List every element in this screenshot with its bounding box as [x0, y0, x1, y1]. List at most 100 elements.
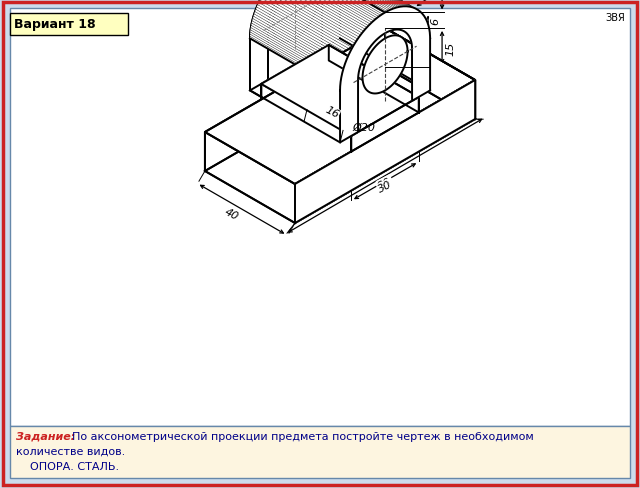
- Polygon shape: [316, 0, 408, 7]
- Polygon shape: [250, 33, 340, 87]
- Polygon shape: [282, 0, 374, 23]
- Polygon shape: [339, 0, 429, 28]
- Polygon shape: [334, 0, 425, 19]
- Polygon shape: [332, 0, 422, 15]
- Polygon shape: [313, 0, 405, 7]
- Polygon shape: [336, 0, 427, 21]
- Polygon shape: [330, 0, 421, 14]
- Polygon shape: [385, 29, 475, 120]
- Polygon shape: [285, 0, 377, 20]
- Polygon shape: [329, 0, 420, 13]
- Polygon shape: [255, 10, 346, 64]
- Polygon shape: [205, 29, 475, 184]
- Polygon shape: [385, 29, 475, 120]
- Polygon shape: [284, 0, 375, 22]
- Polygon shape: [280, 0, 372, 25]
- Polygon shape: [339, 0, 429, 30]
- Polygon shape: [305, 0, 397, 9]
- Polygon shape: [261, 85, 351, 152]
- Text: количестве видов.: количестве видов.: [16, 446, 125, 456]
- Polygon shape: [252, 22, 342, 76]
- Text: 40: 40: [223, 206, 241, 222]
- Polygon shape: [251, 26, 341, 81]
- Polygon shape: [272, 0, 364, 34]
- Text: 15: 15: [445, 41, 455, 56]
- Text: 16: 16: [323, 105, 340, 121]
- Polygon shape: [261, 0, 352, 51]
- Polygon shape: [254, 13, 345, 67]
- Polygon shape: [261, 46, 419, 137]
- Polygon shape: [273, 0, 365, 32]
- Polygon shape: [351, 98, 419, 152]
- Polygon shape: [264, 0, 355, 46]
- Polygon shape: [337, 0, 428, 23]
- Polygon shape: [329, 46, 419, 113]
- Polygon shape: [275, 0, 367, 30]
- Polygon shape: [278, 0, 370, 27]
- Polygon shape: [292, 0, 384, 15]
- Polygon shape: [340, 7, 430, 143]
- Polygon shape: [261, 46, 329, 101]
- Polygon shape: [308, 0, 400, 8]
- Polygon shape: [339, 0, 429, 31]
- Polygon shape: [333, 0, 424, 17]
- Polygon shape: [250, 29, 341, 82]
- Polygon shape: [205, 133, 295, 224]
- Polygon shape: [205, 29, 475, 184]
- Polygon shape: [287, 0, 379, 19]
- Polygon shape: [296, 0, 388, 13]
- Text: 6: 6: [430, 18, 440, 25]
- Polygon shape: [205, 29, 385, 172]
- Polygon shape: [253, 15, 344, 69]
- Polygon shape: [312, 0, 403, 7]
- Polygon shape: [265, 0, 356, 44]
- Polygon shape: [340, 0, 430, 35]
- Polygon shape: [328, 0, 419, 12]
- Polygon shape: [257, 6, 348, 60]
- Polygon shape: [252, 24, 342, 78]
- Text: Ø20: Ø20: [353, 122, 376, 133]
- Text: Задание:: Задание:: [16, 431, 76, 441]
- Polygon shape: [337, 0, 428, 24]
- Polygon shape: [326, 0, 418, 11]
- Polygon shape: [271, 0, 362, 36]
- Polygon shape: [321, 0, 413, 8]
- Polygon shape: [250, 0, 340, 91]
- Polygon shape: [332, 0, 423, 16]
- Text: Вариант 18: Вариант 18: [14, 19, 95, 31]
- Polygon shape: [262, 0, 353, 49]
- Polygon shape: [250, 35, 340, 89]
- Polygon shape: [324, 0, 415, 9]
- Polygon shape: [291, 0, 382, 16]
- Polygon shape: [340, 0, 430, 40]
- Polygon shape: [260, 0, 351, 53]
- Polygon shape: [318, 0, 410, 8]
- Polygon shape: [252, 20, 343, 74]
- Text: 80: 80: [376, 176, 394, 191]
- Polygon shape: [266, 0, 358, 42]
- Polygon shape: [323, 0, 414, 9]
- Polygon shape: [276, 0, 369, 28]
- Bar: [10, 9, 630, 426]
- Polygon shape: [319, 0, 411, 8]
- Polygon shape: [335, 0, 426, 20]
- Polygon shape: [253, 17, 344, 71]
- Polygon shape: [340, 0, 430, 37]
- Polygon shape: [294, 0, 386, 14]
- Polygon shape: [256, 8, 347, 62]
- Polygon shape: [273, 0, 317, 42]
- Polygon shape: [300, 0, 391, 11]
- Polygon shape: [258, 3, 349, 58]
- Polygon shape: [269, 0, 360, 38]
- Polygon shape: [250, 31, 340, 85]
- Text: ЗВЯ: ЗВЯ: [605, 13, 625, 23]
- Polygon shape: [295, 81, 475, 224]
- Polygon shape: [325, 0, 417, 10]
- Polygon shape: [298, 0, 390, 12]
- Polygon shape: [315, 0, 406, 7]
- Polygon shape: [259, 1, 350, 55]
- Bar: [10, 426, 630, 478]
- Polygon shape: [338, 0, 428, 26]
- Text: По аксонометрической проекции предмета постройте чертеж в необходимом: По аксонометрической проекции предмета п…: [72, 431, 534, 441]
- Polygon shape: [303, 0, 395, 10]
